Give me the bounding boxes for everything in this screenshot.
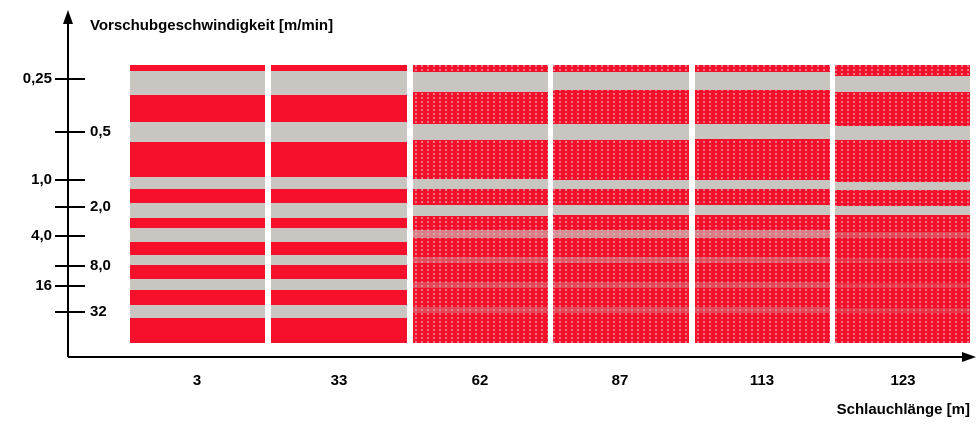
y-arrow (63, 10, 73, 24)
stripe (553, 205, 689, 215)
panel (695, 65, 830, 343)
stripe (130, 203, 265, 218)
stripe (553, 257, 689, 263)
stripe (553, 180, 689, 189)
x-tick-label: 62 (472, 372, 489, 389)
stripe (271, 177, 407, 189)
stripe (271, 255, 407, 265)
stripe (695, 124, 830, 139)
x-tick-label: 87 (612, 372, 629, 389)
y-tick-label: 0,5 (90, 123, 111, 140)
y-tick-label: 8,0 (90, 257, 111, 274)
y-tick-label: 0,25 (23, 70, 52, 87)
stripe (835, 206, 970, 215)
panel (413, 65, 548, 343)
stripe (271, 71, 407, 95)
stripe (553, 72, 689, 90)
photo-panels (130, 65, 970, 343)
x-arrow (962, 352, 976, 362)
stripe (271, 203, 407, 218)
stripe (835, 308, 970, 313)
stripe (130, 71, 265, 95)
stripe (553, 230, 689, 238)
y-tick-label: 1,0 (31, 171, 52, 188)
y-tick-label: 16 (35, 277, 52, 294)
stripe (695, 205, 830, 215)
stripe (130, 228, 265, 242)
stripe (413, 282, 548, 288)
stripe (553, 307, 689, 313)
panel (553, 65, 689, 343)
stripe (413, 230, 548, 238)
y-tick-label: 2,0 (90, 198, 111, 215)
stripe (835, 283, 970, 288)
stripe (835, 258, 970, 263)
stripe (130, 255, 265, 265)
stripe (835, 76, 970, 92)
x-tick-label: 3 (193, 372, 201, 389)
stripe (835, 126, 970, 140)
stripe (413, 72, 548, 92)
stripe (695, 307, 830, 313)
stripe (695, 282, 830, 288)
stripe (271, 122, 407, 142)
stripe (835, 232, 970, 238)
stripe (553, 124, 689, 140)
stripe (413, 179, 548, 189)
stripe (695, 257, 830, 263)
stripe (130, 305, 265, 318)
y-tick-label: 32 (90, 303, 107, 320)
stripe (695, 180, 830, 189)
panel (835, 65, 970, 343)
y-axis-label: Vorschubgeschwindigkeit [m/min] (90, 17, 333, 34)
stripe (413, 307, 548, 313)
stripe (413, 257, 548, 263)
stripe (271, 279, 407, 290)
y-tick-label: 4,0 (31, 227, 52, 244)
stripe (130, 279, 265, 290)
stripe (413, 124, 548, 140)
stripe (413, 205, 548, 216)
stripe (835, 182, 970, 190)
stripe (695, 230, 830, 238)
x-tick-label: 123 (890, 372, 915, 389)
stripe (271, 305, 407, 318)
stripe (271, 228, 407, 242)
x-axis-label: Schlauchlänge [m] (837, 401, 970, 418)
x-tick-label: 113 (750, 372, 774, 389)
stripe (130, 122, 265, 142)
x-tick-label: 33 (331, 372, 348, 389)
stripe (553, 282, 689, 288)
stripe (695, 72, 830, 90)
stripe (130, 177, 265, 189)
